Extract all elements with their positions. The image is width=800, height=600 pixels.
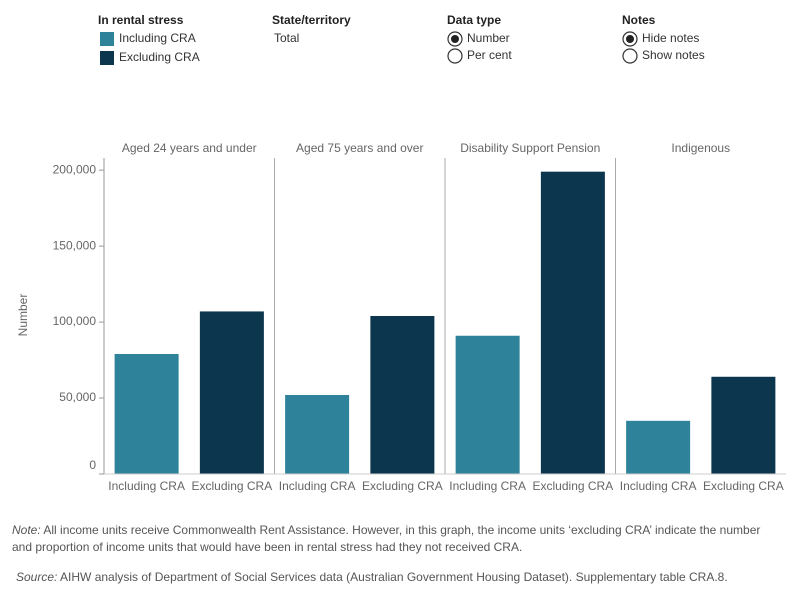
x-tick-label: Including CRA [108,479,185,493]
panel-title: Aged 75 years and over [296,141,423,155]
bar [370,316,435,474]
source-label: Source: [16,570,58,584]
y-tick-label: 100,000 [53,314,97,328]
x-tick-label: Including CRA [279,479,356,493]
note-label: Note: [12,523,41,537]
note: Note: All income units receive Commonwea… [12,522,782,556]
notes-title: Notes [622,13,656,27]
y-tick-label: 150,000 [53,238,97,252]
chart: In rental stress State/territory Total D… [16,13,786,493]
x-tick-label: Excluding CRA [703,479,784,493]
radio-dot [626,35,634,43]
note-text: All income units receive Commonwealth Re… [12,523,761,554]
x-tick-label: Excluding CRA [533,479,614,493]
x-tick-label: Including CRA [620,479,697,493]
x-tick-label: Excluding CRA [362,479,443,493]
x-tick-label: Including CRA [449,479,526,493]
legend-label[interactable]: Excluding CRA [119,50,200,64]
panel-title: Disability Support Pension [460,141,600,155]
legend-label[interactable]: Including CRA [119,31,196,45]
legend-swatch[interactable] [100,51,114,65]
y-tick-label: 200,000 [53,162,97,176]
bar [711,376,776,474]
source-text: AIHW analysis of Department of Social Se… [60,570,728,584]
radio-button[interactable] [447,48,463,64]
legend-swatch[interactable] [100,32,114,46]
y-axis-label: Number [16,294,30,337]
state-value[interactable]: Total [274,31,299,45]
radio-label[interactable]: Show notes [642,48,705,62]
panel-title: Indigenous [671,141,730,155]
bar [455,335,520,474]
x-tick-label: Excluding CRA [192,479,273,493]
y-tick-label: 0 [89,458,96,472]
bar [114,353,179,474]
radio-label[interactable]: Per cent [467,48,512,62]
radio-button[interactable] [622,48,638,64]
bar [285,395,350,474]
y-tick-label: 50,000 [59,390,96,404]
data-type-title: Data type [447,13,501,27]
panel-title: Aged 24 years and under [122,141,257,155]
bar [626,420,691,474]
radio-dot [451,35,459,43]
legend-title: In rental stress [98,13,184,27]
state-title: State/territory [272,13,351,27]
radio-label[interactable]: Number [467,31,510,45]
bar [199,311,264,474]
radio-label[interactable]: Hide notes [642,31,699,45]
source: Source: AIHW analysis of Department of S… [16,569,786,586]
bar [540,171,605,474]
